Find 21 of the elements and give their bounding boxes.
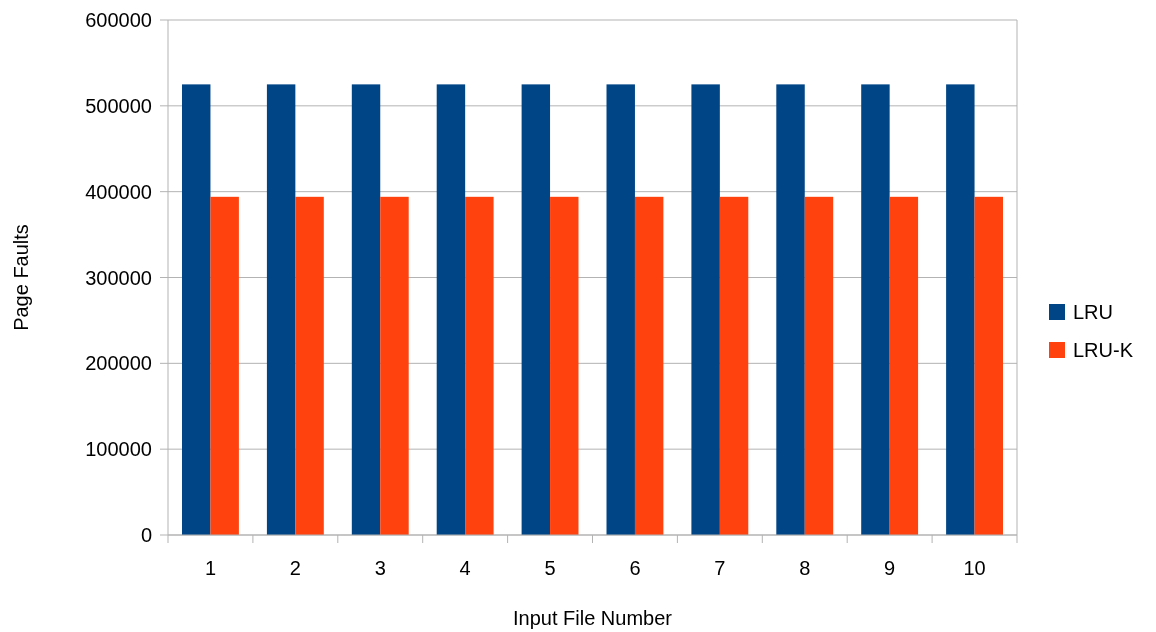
x-tick-label: 10 [963,557,986,579]
legend-label: LRU-K [1073,339,1134,361]
x-tick-label: 2 [289,557,301,579]
y-tick-label: 300000 [85,266,152,289]
x-tick-label: 7 [714,557,726,579]
x-tick-label: 1 [204,557,217,579]
x-axis-title: Input File Number [513,607,673,629]
y-tick-label: 200000 [85,352,152,375]
y-tick-label: 400000 [85,180,152,203]
y-tick-label: 100000 [85,438,152,461]
y-axis-title: Page Faults [10,224,32,331]
y-tick-label: 600000 [85,9,152,31]
x-tick-label: 8 [799,557,811,579]
y-tick-label: 0 [140,524,152,546]
x-tick-label: 4 [459,557,471,579]
x-tick-label: 9 [884,557,896,579]
y-tick-label: 500000 [85,94,152,117]
x-tick-label: 6 [629,557,641,579]
x-tick-label: 3 [374,557,386,579]
x-tick-label: 5 [544,557,556,579]
legend-label: LRU [1073,301,1114,323]
